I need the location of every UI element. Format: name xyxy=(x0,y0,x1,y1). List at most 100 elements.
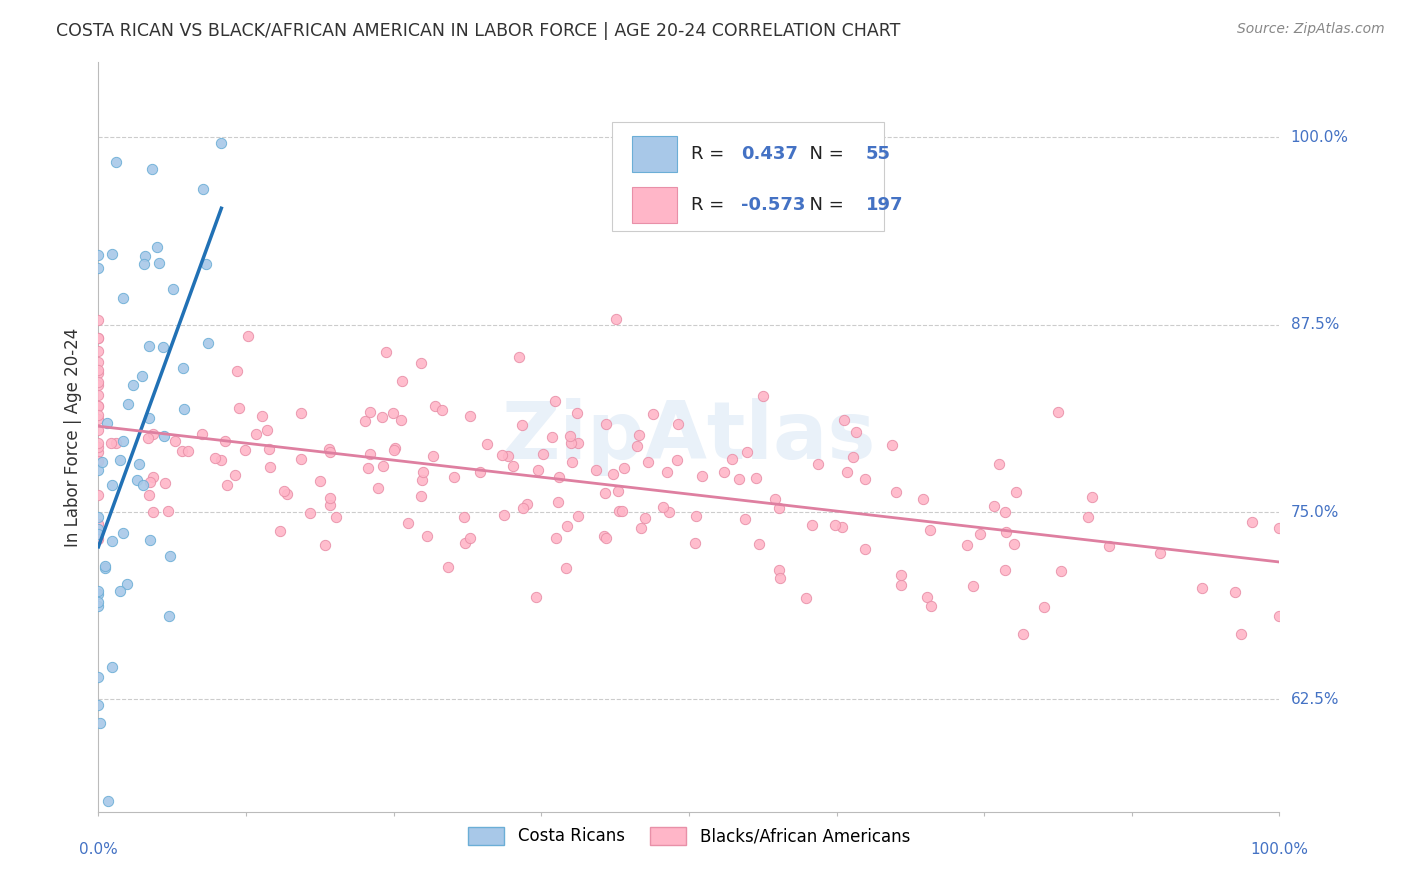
Point xyxy=(375,344,398,359)
Point xyxy=(685,509,707,524)
Point xyxy=(87,445,110,459)
Text: 197: 197 xyxy=(866,196,904,214)
Point xyxy=(983,499,1005,513)
Point xyxy=(884,484,907,499)
Point xyxy=(835,465,858,479)
Point xyxy=(87,409,110,423)
Text: -0.573: -0.573 xyxy=(741,196,806,214)
Point xyxy=(153,475,176,490)
Point xyxy=(367,481,389,495)
Point xyxy=(138,475,160,490)
Point xyxy=(443,470,465,484)
Point xyxy=(453,510,475,524)
Point xyxy=(325,510,347,524)
Point xyxy=(807,457,830,471)
Point xyxy=(512,500,534,515)
Point xyxy=(752,389,775,403)
Point xyxy=(318,442,340,457)
Point xyxy=(508,350,530,364)
Point xyxy=(382,405,405,419)
Point xyxy=(409,356,432,370)
Point xyxy=(87,510,110,524)
Point xyxy=(142,469,165,483)
Point xyxy=(595,532,617,546)
Point xyxy=(658,505,681,519)
Point xyxy=(794,591,817,605)
Point xyxy=(87,343,110,358)
Point xyxy=(87,248,110,262)
Point xyxy=(384,442,406,456)
Point xyxy=(491,448,513,462)
Point xyxy=(666,453,689,467)
Point xyxy=(391,374,413,388)
Point xyxy=(994,505,1017,519)
Point xyxy=(969,526,991,541)
Point xyxy=(298,507,321,521)
Point xyxy=(422,449,444,463)
Point xyxy=(920,599,942,613)
FancyBboxPatch shape xyxy=(612,122,884,231)
Point xyxy=(87,412,110,426)
Point xyxy=(593,529,616,543)
Point xyxy=(994,563,1017,577)
Point xyxy=(87,587,110,601)
Point xyxy=(1268,609,1291,624)
Point xyxy=(475,437,498,451)
Point xyxy=(314,538,336,552)
Text: 100.0%: 100.0% xyxy=(1250,842,1309,857)
Point xyxy=(87,313,110,327)
Point xyxy=(516,497,538,511)
Point xyxy=(250,409,273,423)
Point xyxy=(87,355,110,369)
Point xyxy=(87,399,110,413)
Point xyxy=(1268,521,1291,535)
Point xyxy=(734,512,756,526)
Point xyxy=(763,492,786,507)
FancyBboxPatch shape xyxy=(633,187,678,223)
Point xyxy=(607,504,630,518)
Text: R =: R = xyxy=(692,196,730,214)
Point xyxy=(1098,539,1121,553)
Point xyxy=(112,434,135,448)
Point xyxy=(354,414,377,428)
Point xyxy=(744,471,766,485)
Point xyxy=(87,331,110,345)
Point xyxy=(748,537,770,551)
Text: R =: R = xyxy=(692,145,730,163)
Point xyxy=(87,698,110,712)
Point xyxy=(87,388,110,402)
Point xyxy=(769,571,792,585)
Point xyxy=(87,595,110,609)
Point xyxy=(94,558,117,573)
Point xyxy=(104,436,127,450)
Point xyxy=(125,473,148,487)
Point xyxy=(142,427,165,442)
Point xyxy=(666,417,689,432)
Point xyxy=(911,492,934,507)
Point xyxy=(626,439,648,453)
Point xyxy=(132,478,155,492)
Text: ZipAtlas: ZipAtlas xyxy=(502,398,876,476)
Point xyxy=(87,399,110,413)
Point xyxy=(800,518,823,533)
Text: Source: ZipAtlas.com: Source: ZipAtlas.com xyxy=(1237,22,1385,37)
Point xyxy=(1081,490,1104,504)
Point xyxy=(117,576,139,591)
Point xyxy=(630,521,652,535)
Point xyxy=(319,491,342,505)
Point xyxy=(560,436,582,450)
Point xyxy=(90,455,112,469)
Point xyxy=(610,504,633,518)
Point xyxy=(100,435,122,450)
Point xyxy=(111,526,134,541)
Point xyxy=(108,583,131,598)
Point xyxy=(87,363,110,377)
Point xyxy=(607,483,630,498)
Point xyxy=(269,524,291,539)
Point xyxy=(510,418,533,433)
Point xyxy=(191,426,214,441)
Point xyxy=(108,453,131,467)
Point xyxy=(855,542,877,557)
Point xyxy=(134,249,156,263)
Point xyxy=(132,257,155,271)
